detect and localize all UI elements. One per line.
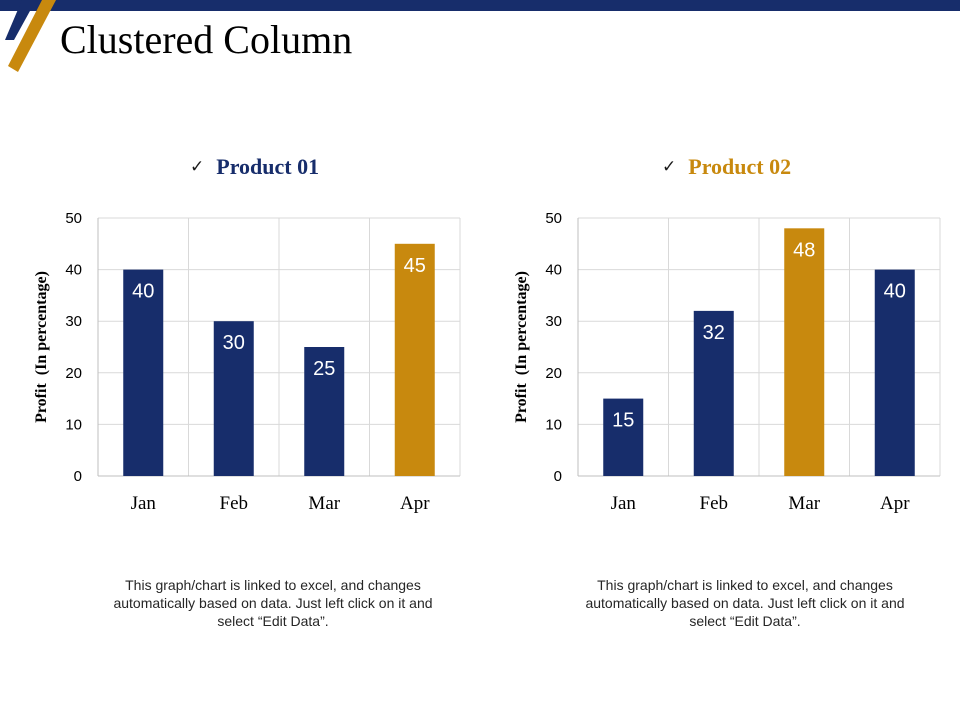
chart-title-product-01: ✓ Product 01 — [190, 152, 319, 182]
data-label: 30 — [223, 332, 245, 354]
data-label: 15 — [612, 410, 634, 432]
x-tick-label: Feb — [220, 493, 249, 514]
bar-mar — [304, 347, 345, 476]
chart-note: This graph/chart is linked to excel, and… — [585, 577, 905, 629]
data-label: 48 — [793, 239, 815, 261]
bar-apr — [874, 269, 915, 476]
bar-feb — [693, 310, 734, 476]
y-tick-label: 40 — [545, 262, 562, 279]
y-tick-label: 50 — [65, 210, 82, 227]
x-tick-label: Apr — [880, 493, 910, 514]
y-axis-title: Profit (In percentage) — [33, 271, 50, 423]
checkmark-icon: ✓ — [190, 157, 205, 177]
bar-jan — [603, 398, 644, 476]
x-tick-label: Jan — [611, 493, 637, 514]
bar-jan — [123, 269, 164, 476]
y-tick-label: 50 — [545, 210, 562, 227]
chart-title-product-02: ✓ Product 02 — [662, 152, 791, 182]
y-tick-label: 40 — [65, 262, 82, 279]
y-tick-label: 0 — [74, 468, 82, 485]
y-tick-label: 10 — [545, 416, 562, 433]
bar-feb — [213, 321, 254, 476]
page-title: Clustered Column — [60, 17, 353, 62]
y-tick-label: 0 — [554, 468, 562, 485]
x-tick-label: Jan — [131, 493, 157, 514]
chart-title-text: Product 01 — [216, 154, 320, 179]
y-tick-label: 30 — [65, 313, 82, 330]
x-tick-label: Feb — [700, 493, 729, 514]
data-label: 25 — [313, 358, 335, 380]
x-tick-label: Apr — [400, 493, 430, 514]
y-tick-label: 10 — [65, 416, 82, 433]
y-tick-label: 20 — [65, 365, 82, 382]
chart-note: This graph/chart is linked to excel, and… — [113, 577, 433, 629]
header-bar — [0, 0, 960, 11]
y-tick-label: 30 — [545, 313, 562, 330]
data-label: 40 — [884, 281, 906, 303]
bar-apr — [394, 243, 435, 476]
bar-mar — [784, 228, 825, 476]
y-axis-title: Profit (In percentage) — [513, 271, 530, 423]
column-chart-product-02: 0 10 20 30 40 50 15 Jan 32 Feb 48 Mar 40 Apr Profit (I… — [513, 210, 941, 514]
data-label: 45 — [404, 255, 426, 277]
y-tick-label: 20 — [545, 365, 562, 382]
x-tick-label: Mar — [308, 493, 340, 514]
header-stripes-decoration — [5, 0, 56, 72]
column-chart-product-01: 0 10 20 30 40 50 40 Jan 30 Feb 25 Mar 45 Apr Profit (I… — [33, 210, 461, 514]
checkmark-icon: ✓ — [662, 157, 677, 177]
x-tick-label: Mar — [788, 493, 820, 514]
chart-title-text: Product 02 — [688, 154, 792, 179]
data-label: 40 — [132, 281, 154, 303]
data-label: 32 — [703, 322, 725, 344]
